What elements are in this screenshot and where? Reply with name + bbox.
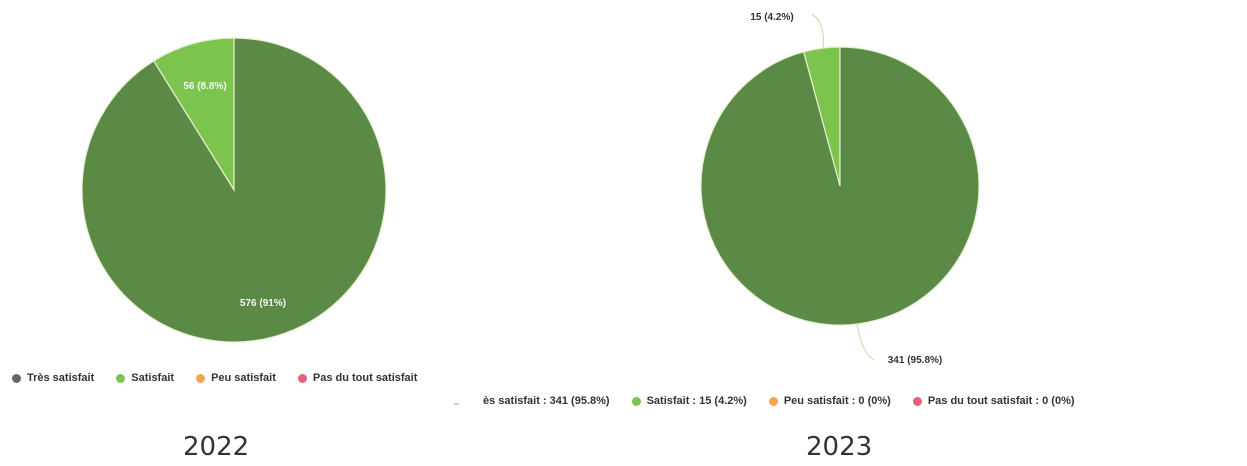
- data-label-tres-satisfait: 341 (95.8%): [888, 355, 942, 366]
- legend-dot: [116, 373, 126, 383]
- chart-2023: 15 (4.2%) 341 (95.8%) ès satisfait : 341 …: [450, 0, 1247, 466]
- year-caption-2023: 2023: [806, 432, 873, 462]
- legend-label: Pas du tout satisfait: [312, 372, 418, 384]
- chart-2022: 576 (91%) 56 (8.8%) Très satisfait Satisf…: [0, 0, 470, 466]
- pie-slice-satisfait[interactable]: [152, 37, 235, 193]
- data-label-tres-satisfait: 576 (91%): [240, 298, 286, 309]
- legend-dot: [297, 373, 307, 383]
- pie-slice-tres-satisfait[interactable]: [700, 46, 980, 326]
- legend-item-pas-du-tout-satisfait[interactable]: Pas du tout satisfait: [297, 372, 418, 384]
- pie-chart-2022: 576 (91%) 56 (8.8%): [81, 37, 387, 343]
- legend-dot: [196, 373, 206, 383]
- legend-item-peu-satisfait[interactable]: Peu satisfait: [196, 372, 276, 384]
- legend-item-pas-du-tout-satisfait[interactable]: Pas du tout satisfait : 0 (0%): [912, 395, 1075, 407]
- data-label-satisfait: 56 (8.8%): [183, 81, 226, 92]
- legend-label: Très satisfait: [27, 372, 95, 384]
- legend-dot: [12, 373, 21, 383]
- legend-dot: [454, 403, 459, 405]
- leader-line-satisfait: [811, 14, 824, 50]
- legend-item-peu-satisfait[interactable]: Peu satisfait : 0 (0%): [768, 395, 891, 407]
- leader-line-tres-satisfait: [856, 323, 875, 361]
- legend-label: Peu satisfait: [211, 372, 276, 384]
- legend-label: Satisfait : 15 (4.2%): [646, 395, 747, 407]
- legend-item-tres-satisfait[interactable]: Très satisfait: [12, 372, 94, 384]
- legend-dot: [912, 396, 922, 406]
- legend-item-tres-satisfait[interactable]: ès satisfait : 341 (95.8%): [483, 395, 610, 407]
- legend-item-satisfait[interactable]: Satisfait : 15 (4.2%): [631, 395, 747, 407]
- legend-label: Peu satisfait : 0 (0%): [783, 395, 891, 407]
- legend-dot: [631, 396, 641, 406]
- legend-2022: Très satisfait Satisfait Peu satisfait P…: [12, 372, 417, 384]
- pie-chart-2023: 15 (4.2%) 341 (95.8%): [700, 12, 980, 366]
- legend-dot: [768, 396, 778, 406]
- pie-slice-tres-satisfait[interactable]: [81, 37, 387, 343]
- legend-label: Satisfait: [131, 372, 175, 384]
- data-label-satisfait: 15 (4.2%): [750, 12, 793, 23]
- year-caption-2022: 2022: [183, 432, 250, 462]
- legend-item-satisfait[interactable]: Satisfait: [116, 372, 174, 384]
- legend-label: ès satisfait : 341 (95.8%): [483, 395, 610, 407]
- legend-2023: ès satisfait : 341 (95.8%) Satisfait : 1…: [454, 395, 1075, 407]
- legend-label: Pas du tout satisfait : 0 (0%): [927, 395, 1075, 407]
